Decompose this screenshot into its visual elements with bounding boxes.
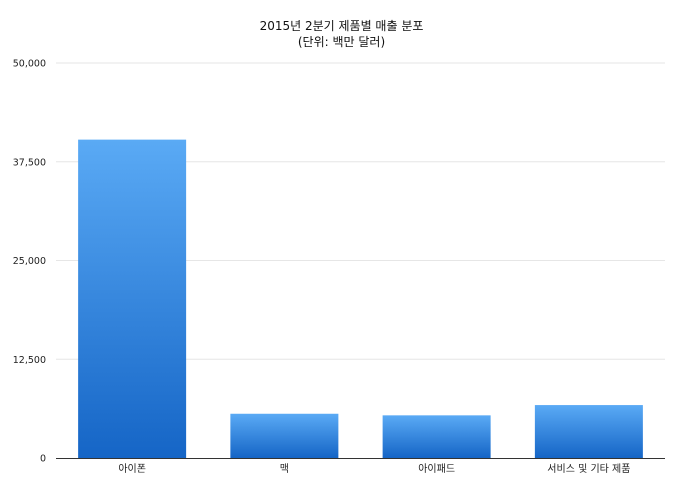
bar	[534, 405, 643, 458]
x-category-label: 아이패드	[418, 463, 455, 475]
x-category-label: 아이폰	[118, 463, 146, 475]
x-category-label: 서비스 및 기타 제품	[547, 463, 630, 475]
y-tick-label: 50,000	[13, 59, 46, 70]
x-axis-categories: 아이폰 맥 아이패드 서비스 및 기타 제품	[118, 463, 630, 475]
bar	[230, 413, 339, 458]
bar	[78, 139, 187, 458]
bar	[382, 415, 491, 458]
chart-title: 2015년 2분기 제품별 매출 분포	[260, 19, 424, 33]
y-tick-label: 0	[40, 454, 46, 465]
y-axis-ticks: 0 12,500 25,000 37,500 50,000	[13, 59, 46, 465]
y-tick-label: 25,000	[13, 256, 46, 267]
chart-subtitle: (단위: 백만 달러)	[298, 35, 385, 49]
bars	[78, 139, 643, 458]
y-tick-label: 37,500	[13, 157, 46, 168]
y-tick-label: 12,500	[13, 355, 46, 366]
x-category-label: 맥	[280, 463, 289, 475]
